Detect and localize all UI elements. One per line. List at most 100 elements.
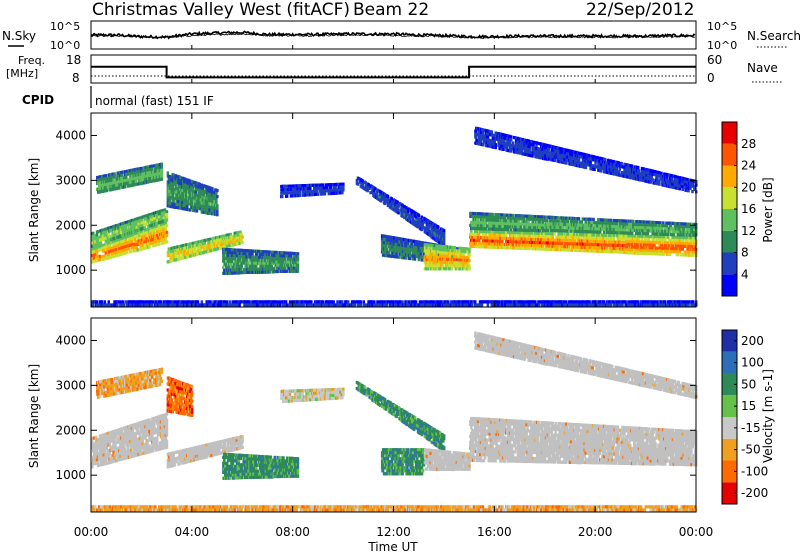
scatter-cell <box>225 265 228 269</box>
scatter-cell <box>470 229 473 233</box>
scatter-cell <box>256 252 259 256</box>
scatter-cell <box>188 208 192 212</box>
scatter-cell <box>236 257 240 261</box>
scatter-cell <box>170 190 173 194</box>
scatter-cell <box>229 262 233 266</box>
scatter-cell <box>107 185 111 189</box>
scatter-cell <box>214 206 217 210</box>
scatter-cell <box>115 248 118 252</box>
scatter-cell <box>474 241 478 246</box>
scatter-cell <box>149 224 152 228</box>
scatter-cell <box>234 271 238 275</box>
scatter-cell <box>664 238 667 242</box>
scatter-cell <box>666 235 670 239</box>
scatter-cell <box>111 249 114 253</box>
scatter-cell <box>230 238 234 242</box>
scatter-cell <box>605 246 609 250</box>
scatter-cell <box>172 188 175 192</box>
scatter-cell <box>429 255 432 259</box>
scatter-cell <box>160 165 164 169</box>
scatter-cell <box>612 234 616 238</box>
scatter-cell <box>158 178 162 182</box>
scatter-cell <box>484 221 488 225</box>
scatter-cell <box>135 176 139 180</box>
scatter-cell <box>210 243 213 247</box>
scatter-cell <box>143 169 146 173</box>
scatter-cell <box>150 218 153 222</box>
scatter-cell <box>155 237 158 241</box>
scatter-cell <box>321 183 325 187</box>
scatter-cell <box>453 246 457 250</box>
scatter-cell <box>173 196 176 201</box>
scatter-cell <box>236 262 240 266</box>
scatter-cell <box>152 238 155 242</box>
frequency-panel: Freq. [MHz] 18 8 60 0 Nave CPID normal (… <box>6 53 782 108</box>
scatter-cell <box>107 253 110 257</box>
scatter-cell <box>186 199 189 203</box>
scatter-cell <box>442 238 446 242</box>
scatter-cell <box>116 229 119 233</box>
scatter-cell <box>420 258 423 262</box>
nsearch-label: N.Search <box>747 29 800 43</box>
scatter-cell <box>157 239 161 243</box>
scatter-cell <box>398 255 401 259</box>
scatter-cell <box>97 181 100 185</box>
scatter-cell <box>101 228 105 232</box>
scatter-cell <box>282 260 285 264</box>
scatter-cell <box>491 212 494 217</box>
scatter-cell <box>165 215 169 219</box>
scatter-cell <box>202 250 205 255</box>
scatter-cell <box>556 244 559 249</box>
scatter-cell <box>191 186 195 190</box>
scatter-cell <box>124 241 128 246</box>
scatter-cell <box>417 213 421 217</box>
scatter-cell <box>681 247 684 251</box>
scatter-cell <box>102 257 106 261</box>
scatter-cell <box>226 248 230 252</box>
scatter-cell <box>248 267 251 271</box>
scatter-cell <box>663 252 666 256</box>
scatter-cell <box>223 259 226 263</box>
scatter-cell <box>104 233 108 237</box>
scatter-cell <box>225 262 228 266</box>
scatter-cell <box>169 193 172 197</box>
scatter-cell <box>232 237 236 241</box>
scatter-cell <box>171 193 174 197</box>
scatter-cell <box>242 248 245 253</box>
scatter-cell <box>143 229 146 233</box>
scatter-cell <box>202 210 205 214</box>
scatter-cell <box>156 166 160 170</box>
frequency-series-line <box>91 65 696 79</box>
scatter-band <box>91 221 169 264</box>
scatter-cell <box>175 180 178 184</box>
scatter-cell <box>163 208 167 212</box>
scatter-band <box>280 182 345 199</box>
scatter-cell <box>208 243 211 247</box>
scatter-cell <box>458 267 461 271</box>
scatter-cell <box>137 222 140 226</box>
scatter-cell <box>131 183 135 187</box>
scatter-cell <box>136 248 140 252</box>
scatter-cell <box>185 192 188 196</box>
scatter-band <box>222 247 300 275</box>
scatter-cell <box>164 237 168 241</box>
scatter-cell <box>225 244 229 248</box>
scatter-cell <box>476 236 480 240</box>
scatter-cell <box>195 184 199 188</box>
scatter-cell <box>239 267 242 271</box>
scatter-cell <box>215 197 218 201</box>
scatter-cell <box>111 240 114 244</box>
scatter-cell <box>141 172 144 176</box>
scatter-cell <box>192 205 196 209</box>
scatter-cell <box>193 247 197 251</box>
scatter-cell <box>188 181 191 186</box>
scatter-cell <box>499 224 502 229</box>
scatter-cell <box>104 230 108 234</box>
scatter-cell <box>237 260 241 264</box>
scatter-cell <box>158 220 162 224</box>
scatter-cell <box>149 213 152 217</box>
scatter-cell <box>528 247 531 251</box>
scatter-cell <box>155 213 158 218</box>
scatter-cell <box>189 254 193 258</box>
